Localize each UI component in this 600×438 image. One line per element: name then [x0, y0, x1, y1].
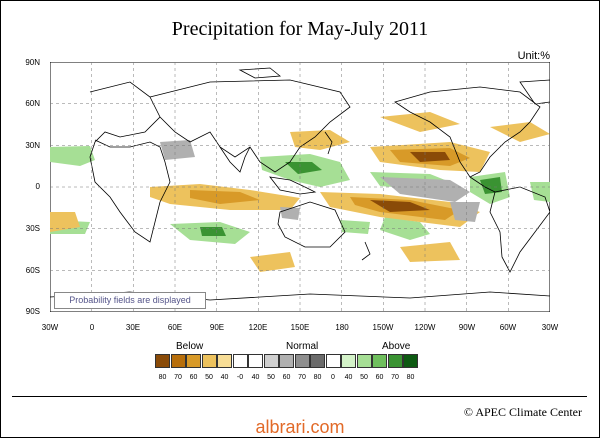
anomaly-fields [50, 112, 550, 272]
legend-tick-label: 40 [344, 374, 353, 381]
legend-swatch [279, 354, 294, 368]
legend-below-label: Below [176, 341, 204, 352]
lat-label-90s: 90S [25, 307, 40, 316]
graticule [50, 62, 550, 312]
legend-swatch [387, 354, 403, 368]
probability-note: Probability fields are displayed [54, 292, 206, 309]
map-svg [49, 61, 551, 313]
legend-swatch [186, 354, 201, 368]
legend-swatch [403, 354, 418, 368]
legend-swatch [170, 354, 186, 368]
legend-above-label: Above [382, 341, 411, 352]
lon-label-60w: 60W [499, 323, 517, 332]
legend-tick-label: -0 [236, 374, 244, 381]
legend-tick-label: 40 [220, 374, 229, 381]
legend-swatch [232, 354, 248, 368]
legend-tick-label: 60 [375, 374, 384, 381]
legend-tick-label: 80 [406, 374, 415, 381]
lon-label-60e: 60E [167, 323, 183, 332]
lon-label-120w: 120W [414, 323, 436, 332]
lon-label-90w: 90W [458, 323, 476, 332]
lat-label-60n: 60N [25, 99, 40, 108]
lon-label-30e: 30E [125, 323, 141, 332]
legend-tick-label: 0 [331, 374, 335, 381]
legend-swatch [310, 354, 325, 368]
unit-label: Unit:% [517, 50, 550, 62]
legend-normal-label: Normal [286, 341, 319, 352]
map-title: Precipitation for May-July 2011 [171, 18, 429, 40]
legend-swatch [217, 354, 232, 368]
credit-text: © APEC Climate Center [463, 405, 582, 419]
footer-rule [12, 396, 587, 397]
legend-swatch [263, 354, 279, 368]
lon-label-90e: 90E [209, 323, 225, 332]
legend-swatch [325, 354, 341, 368]
lat-label-30n: 30N [25, 141, 40, 150]
legend-swatch [294, 354, 310, 368]
legend-tick-label: 60 [282, 374, 291, 381]
legend-tick-label: 50 [360, 374, 368, 381]
legend-tick-label: 50 [205, 374, 213, 381]
legend-tick-label: 60 [189, 374, 198, 381]
legend-swatch [372, 354, 387, 368]
legend-tick-label: 80 [313, 374, 322, 381]
legend-tick-label: 70 [174, 374, 182, 381]
lon-label-30w: 30W [41, 323, 59, 332]
legend-tick-label: 50 [267, 374, 275, 381]
lat-label-60s: 60S [25, 266, 40, 275]
lon-label-0: 0 [89, 323, 95, 332]
legend-tick-label: 70 [391, 374, 399, 381]
lon-label-150w: 150W [372, 323, 394, 332]
legend-swatch [201, 354, 217, 368]
legend-swatch [356, 354, 372, 368]
lat-label-30s: 30S [25, 224, 40, 233]
watermark-text: albrari.com [255, 417, 345, 437]
precipitation-map [49, 61, 551, 313]
legend-swatch [341, 354, 356, 368]
lon-label-180: 180 [335, 323, 349, 332]
legend-swatch [155, 354, 170, 368]
lon-label-150e: 150E [290, 323, 310, 332]
lon-label-120e: 120E [248, 323, 268, 332]
legend-tick-label: 70 [298, 374, 306, 381]
legend-tick-label: 40 [251, 374, 260, 381]
lat-label-90n: 90N [25, 58, 40, 67]
lon-label-30w-east: 30W [541, 323, 559, 332]
legend-swatch [248, 354, 263, 368]
legend-tick-label: 80 [158, 374, 167, 381]
lat-label-eq: 0 [35, 182, 40, 191]
